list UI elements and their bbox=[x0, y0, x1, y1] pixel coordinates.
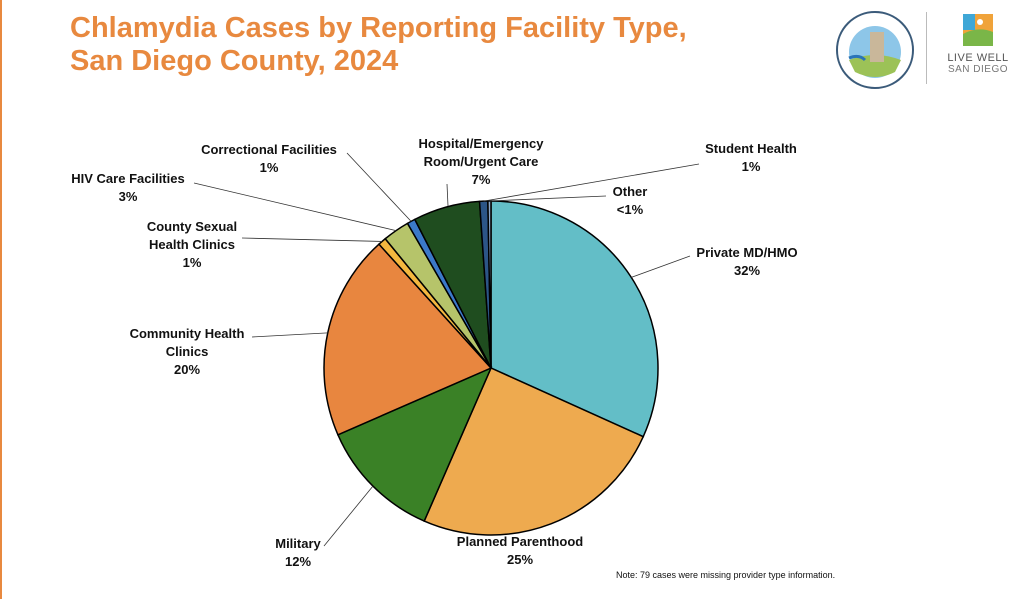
slice-label-community-health-clinics: Community Health Clinics 20% bbox=[130, 326, 245, 377]
leader-line-military bbox=[323, 485, 374, 547]
leader-line-student-health bbox=[483, 163, 700, 202]
title-line-2: San Diego County, 2024 bbox=[70, 45, 399, 77]
slice-label-planned-parenthood: Planned Parenthood 25% bbox=[457, 534, 583, 567]
leader-line-correctional-facilities bbox=[346, 152, 412, 222]
leader-line-hospital bbox=[446, 183, 449, 207]
county-logo bbox=[835, 10, 915, 90]
slice-label-correctional-facilities: Correctional Facilities 1% bbox=[201, 142, 337, 175]
slice-label-other: Other <1% bbox=[613, 184, 648, 217]
san-diego-text: SAN DIEGO bbox=[947, 64, 1009, 75]
slice-label-hospital-emergency-room-urgent-care: Hospital/Emergency Room/Urgent Care 7% bbox=[419, 136, 545, 187]
leader-line-other bbox=[489, 195, 607, 202]
pie-slice-planned-parenthood bbox=[423, 367, 645, 536]
live-well-logo: LIVE WELL SAN DIEGO bbox=[940, 14, 1016, 94]
page-title: Chlamydia Cases by Reporting Facility Ty… bbox=[70, 12, 687, 78]
leader-line-community-health-clinics bbox=[251, 332, 328, 338]
pie-slice-private-md-hmo bbox=[490, 200, 659, 438]
slice-label-private-md-hmo: Private MD/HMO 32% bbox=[696, 245, 797, 278]
slice-label-hiv-care-facilities: HIV Care Facilities 3% bbox=[71, 171, 184, 204]
leader-line-hiv-care-facilities bbox=[193, 182, 397, 231]
slice-label-county-sexual-health-clinics: County Sexual Health Clinics 1% bbox=[147, 219, 237, 270]
slice-label-student-health: Student Health 1% bbox=[705, 141, 797, 174]
slice-label-military: Military 12% bbox=[275, 536, 321, 569]
leader-line-county-sexual-health-clinics bbox=[241, 237, 383, 242]
leader-line-private-md-hmo bbox=[631, 255, 691, 278]
logo-divider bbox=[926, 12, 927, 84]
footnote: Note: 79 cases were missing provider typ… bbox=[616, 570, 836, 580]
title-line-1: Chlamydia Cases by Reporting Facility Ty… bbox=[70, 12, 687, 44]
live-well-text: LIVE WELL bbox=[947, 52, 1009, 64]
